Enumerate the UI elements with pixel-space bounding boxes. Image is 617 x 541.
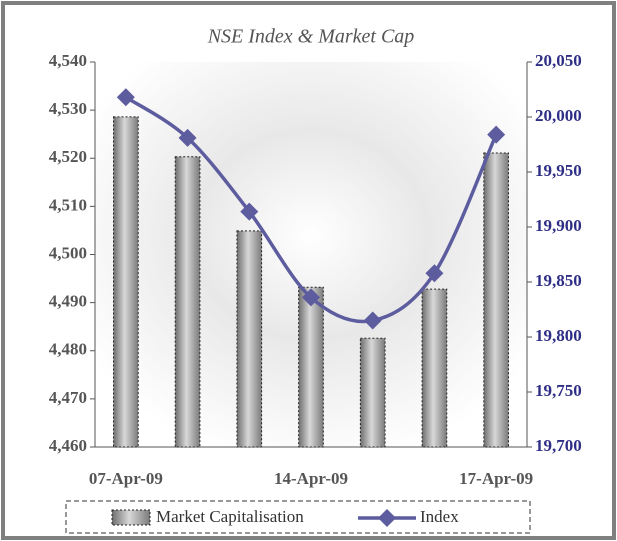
y2-tick-label: 19,900 [535,216,582,235]
y2-tick-label: 20,050 [535,51,582,70]
bar [421,288,448,448]
bar [236,230,263,448]
y2-tick-label: 20,000 [535,106,582,125]
index-marker [425,264,444,283]
bar [113,116,139,448]
x-tick-label: 07-Apr-09 [89,469,163,488]
x-tick-label: 17-Apr-09 [459,469,533,488]
y2-tick-label: 19,700 [535,436,582,455]
legend-marker [378,509,396,527]
bar [298,286,324,448]
bar [483,152,509,448]
index-marker [487,125,506,144]
y2-tick-label: 19,800 [535,326,582,345]
legend-swatch [111,509,151,526]
index-marker [363,311,382,330]
chart-title: NSE Index & Market Cap [207,26,415,48]
legend-box [65,500,531,534]
y-tick-label: 4,480 [49,340,87,359]
y-tick-label: 4,470 [49,388,87,407]
y-tick-label: 4,540 [49,51,87,70]
legend-label: Index [420,507,459,526]
index-marker [302,288,320,307]
legend-label: Market Capitalisation [156,507,304,526]
y-tick-label: 4,530 [49,99,87,118]
y-tick-label: 4,460 [49,436,87,455]
bar [174,156,201,448]
y-tick-label: 4,500 [49,243,87,262]
y2-tick-label: 19,750 [535,381,582,400]
y2-tick-label: 19,850 [535,271,582,290]
y-tick-label: 4,490 [49,292,87,311]
y-tick-label: 4,510 [49,195,87,214]
bar [359,337,386,448]
x-tick-label: 14-Apr-09 [274,469,348,488]
index-marker [116,88,135,107]
index-marker [178,128,197,147]
y-tick-label: 4,520 [49,147,87,166]
y2-tick-label: 19,950 [535,161,582,180]
index-marker [240,202,259,221]
